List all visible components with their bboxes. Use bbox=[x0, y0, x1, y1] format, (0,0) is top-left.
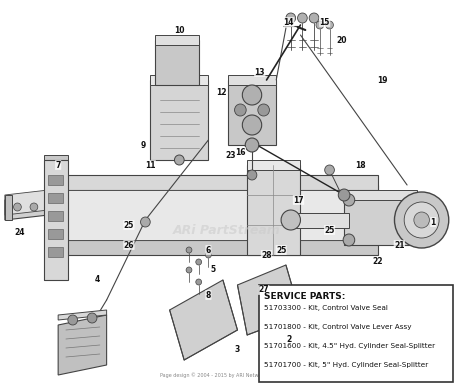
Polygon shape bbox=[228, 80, 276, 145]
Circle shape bbox=[235, 104, 246, 116]
Circle shape bbox=[196, 259, 201, 265]
Polygon shape bbox=[170, 280, 237, 360]
Polygon shape bbox=[53, 175, 378, 190]
Text: 8: 8 bbox=[206, 291, 211, 300]
Text: 28: 28 bbox=[261, 251, 272, 259]
Text: 10: 10 bbox=[174, 25, 184, 35]
Text: 17: 17 bbox=[293, 196, 304, 204]
Text: 51703300 - Kit, Control Valve Seal: 51703300 - Kit, Control Valve Seal bbox=[264, 305, 388, 311]
Text: 6: 6 bbox=[206, 246, 211, 254]
Text: 13: 13 bbox=[255, 67, 265, 77]
Polygon shape bbox=[247, 165, 301, 255]
Text: 18: 18 bbox=[355, 161, 366, 169]
Circle shape bbox=[186, 247, 192, 253]
Text: 20: 20 bbox=[336, 35, 346, 45]
Circle shape bbox=[242, 115, 262, 135]
Circle shape bbox=[245, 138, 259, 152]
Circle shape bbox=[186, 267, 192, 273]
Text: 4: 4 bbox=[94, 276, 100, 285]
Polygon shape bbox=[53, 190, 378, 240]
Circle shape bbox=[325, 165, 334, 175]
Text: 25: 25 bbox=[276, 246, 286, 254]
Circle shape bbox=[394, 192, 449, 248]
Text: 7: 7 bbox=[55, 161, 61, 169]
Polygon shape bbox=[44, 160, 68, 280]
Polygon shape bbox=[344, 190, 417, 200]
Polygon shape bbox=[48, 175, 63, 185]
Circle shape bbox=[196, 279, 201, 285]
Polygon shape bbox=[48, 247, 63, 257]
Polygon shape bbox=[5, 195, 48, 220]
Circle shape bbox=[326, 21, 333, 29]
Text: 22: 22 bbox=[373, 258, 383, 266]
Polygon shape bbox=[291, 213, 349, 228]
Circle shape bbox=[309, 13, 319, 23]
Text: 25: 25 bbox=[124, 221, 134, 229]
Polygon shape bbox=[237, 265, 301, 335]
Text: 12: 12 bbox=[216, 87, 226, 97]
Circle shape bbox=[414, 212, 429, 228]
Polygon shape bbox=[155, 40, 199, 85]
Polygon shape bbox=[5, 195, 12, 220]
Polygon shape bbox=[53, 240, 378, 255]
Polygon shape bbox=[48, 211, 63, 221]
Text: 51701600 - Kit, 4.5" Hyd. Cylinder Seal-Splitter: 51701600 - Kit, 4.5" Hyd. Cylinder Seal-… bbox=[264, 343, 435, 349]
Circle shape bbox=[281, 210, 301, 230]
Polygon shape bbox=[150, 75, 209, 85]
Text: 51701700 - Kit, 5" Hyd. Cylinder Seal-Splitter: 51701700 - Kit, 5" Hyd. Cylinder Seal-Sp… bbox=[264, 362, 428, 368]
Text: 25: 25 bbox=[324, 226, 335, 234]
Polygon shape bbox=[247, 160, 301, 170]
Circle shape bbox=[242, 85, 262, 105]
Text: 5: 5 bbox=[210, 266, 216, 275]
Text: 15: 15 bbox=[319, 17, 330, 27]
Text: 2: 2 bbox=[286, 335, 292, 345]
Text: 9: 9 bbox=[141, 141, 146, 149]
Text: 11: 11 bbox=[145, 161, 155, 169]
Circle shape bbox=[298, 13, 307, 23]
Circle shape bbox=[286, 13, 296, 23]
Polygon shape bbox=[5, 190, 48, 215]
Circle shape bbox=[30, 203, 38, 211]
Polygon shape bbox=[58, 315, 107, 375]
Circle shape bbox=[247, 170, 257, 180]
Polygon shape bbox=[44, 160, 53, 280]
Circle shape bbox=[14, 203, 21, 211]
Polygon shape bbox=[150, 80, 209, 160]
Circle shape bbox=[87, 313, 97, 323]
Circle shape bbox=[68, 315, 78, 325]
Circle shape bbox=[174, 155, 184, 165]
Circle shape bbox=[316, 21, 324, 29]
Text: 24: 24 bbox=[14, 228, 25, 236]
Circle shape bbox=[141, 217, 150, 227]
Polygon shape bbox=[58, 310, 107, 320]
Text: 14: 14 bbox=[283, 17, 294, 27]
Circle shape bbox=[404, 202, 439, 238]
Text: Page design © 2004 - 2015 by ARI Network Services, Inc.: Page design © 2004 - 2015 by ARI Network… bbox=[160, 372, 300, 378]
Text: SERVICE PARTS:: SERVICE PARTS: bbox=[264, 292, 345, 301]
Polygon shape bbox=[53, 215, 378, 245]
Circle shape bbox=[258, 104, 269, 116]
Text: 51701800 - Kit, Control Valve Lever Assy: 51701800 - Kit, Control Valve Lever Assy bbox=[264, 324, 411, 330]
Text: 21: 21 bbox=[394, 241, 405, 249]
Text: 27: 27 bbox=[258, 286, 269, 295]
Polygon shape bbox=[155, 35, 199, 45]
Text: 3: 3 bbox=[235, 345, 240, 355]
Polygon shape bbox=[344, 195, 417, 245]
Circle shape bbox=[343, 234, 355, 246]
Polygon shape bbox=[44, 155, 68, 165]
FancyBboxPatch shape bbox=[259, 285, 453, 382]
Text: 19: 19 bbox=[378, 75, 388, 84]
Text: ARi PartStream™: ARi PartStream™ bbox=[173, 224, 293, 236]
Circle shape bbox=[206, 252, 211, 258]
Text: 1: 1 bbox=[431, 218, 436, 226]
Polygon shape bbox=[53, 185, 378, 215]
Polygon shape bbox=[228, 75, 276, 85]
Text: 23: 23 bbox=[226, 151, 236, 159]
Text: 26: 26 bbox=[124, 241, 134, 249]
Text: 16: 16 bbox=[235, 147, 246, 156]
Polygon shape bbox=[48, 193, 63, 203]
Polygon shape bbox=[48, 229, 63, 239]
Circle shape bbox=[343, 194, 355, 206]
Circle shape bbox=[338, 189, 350, 201]
